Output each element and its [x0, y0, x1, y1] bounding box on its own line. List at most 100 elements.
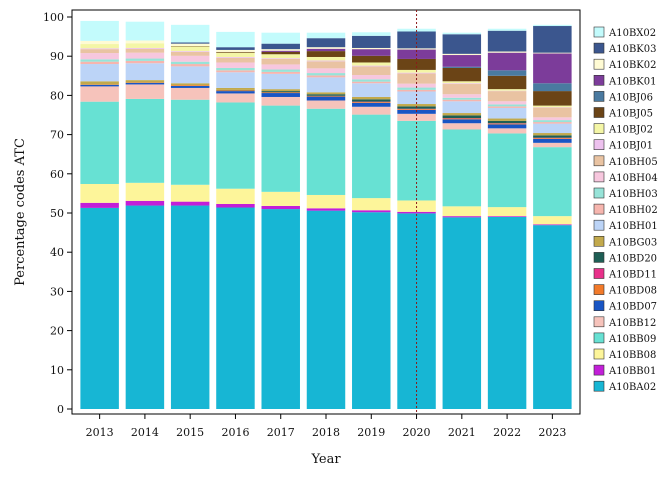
y-tick-label-50: 50	[50, 207, 64, 220]
legend-swatch-a10bx02	[593, 26, 605, 38]
bar-segment-a10bk02-2016	[216, 49, 255, 52]
bar-segment-a10bj01-2014	[125, 47, 165, 49]
x-tick-label-2016: 2016	[221, 426, 249, 439]
legend-swatch-a10bh05	[593, 155, 605, 167]
bar-segment-a10bh02-2021	[442, 99, 482, 102]
bar-segment-a10bk03-2019	[352, 35, 391, 48]
bar-segment-a10bd20-2018	[306, 94, 346, 96]
bar-segment-a10bh04-2023	[533, 117, 572, 121]
bar-segment-a10bg03-2019	[352, 96, 391, 100]
bar-segment-a10bb01-2017	[261, 205, 300, 210]
bar-segment-a10bb12-2020	[397, 113, 436, 121]
bar-segment-a10bk02-2017	[261, 49, 300, 51]
bar-segment-a10bd08-2016	[216, 90, 255, 92]
legend-label-a10bb12: A10BB12	[608, 318, 656, 329]
bar-segment-a10bh01-2017	[261, 73, 300, 90]
bar-segment-a10bh04-2013	[80, 53, 119, 60]
bar-segment-a10bd08-2022	[487, 123, 527, 125]
legend: A10BX02 A10BK03 A10BK02 A10BK01 A10BJ06 A10BJ…	[593, 26, 658, 393]
bar-segment-a10ba02-2021	[442, 217, 482, 409]
bar-segment-a10bh05-2014	[125, 48, 165, 53]
bar-segment-a10bh01-2023	[533, 123, 572, 134]
x-tick-label-2019: 2019	[357, 426, 385, 439]
legend-label-a10bk02: A10BK02	[608, 60, 657, 71]
bar-segment-a10bb09-2021	[442, 129, 482, 207]
bar-segment-a10bh04-2015	[170, 55, 210, 62]
bar-segment-a10bh03-2014	[125, 58, 165, 61]
x-tick-label-2021: 2021	[448, 426, 476, 439]
bar-segment-a10bd20-2017	[261, 91, 300, 93]
bar-segment-a10bh01-2016	[216, 72, 255, 88]
bar-segment-a10bg03-2013	[80, 81, 119, 85]
bar-segment-a10bh01-2021	[442, 101, 482, 114]
bar-segment-a10bb09-2018	[306, 108, 346, 195]
legend-swatch-a10bh01	[593, 219, 605, 231]
bar-segment-a10bb09-2016	[216, 102, 255, 189]
bar-segment-a10bh05-2013	[80, 49, 119, 54]
x-tick-label-2014: 2014	[131, 426, 159, 439]
bar-segment-a10bb09-2020	[397, 120, 436, 201]
bar-segment-a10bj05-2016	[216, 51, 255, 53]
bar-segment-a10bj02-2016	[216, 52, 255, 57]
bar-segment-a10bd07-2023	[533, 138, 572, 143]
bar-segment-a10bb01-2014	[125, 200, 165, 206]
bar-segment-a10bk03-2016	[216, 47, 255, 50]
y-tick-label-100: 100	[43, 11, 64, 24]
bar-segment-a10bh02-2016	[216, 70, 255, 73]
bar-segment-a10bh05-2017	[261, 58, 300, 65]
bar-segment-a10bh03-2015	[170, 61, 210, 65]
legend-label-a10bb08: A10BB08	[608, 350, 656, 361]
bar-segment-a10bj05-2018	[306, 51, 346, 57]
bar-segment-a10bj05-2019	[352, 55, 391, 63]
bar-segment-a10bb12-2014	[125, 84, 165, 99]
legend-swatch-a10bg03	[593, 236, 605, 247]
bar-segment-a10ba02-2017	[261, 209, 300, 409]
bar-segment-a10bb09-2017	[261, 105, 300, 192]
legend-swatch-a10bh04	[593, 171, 605, 183]
legend-label-a10bk03: A10BK03	[608, 44, 657, 55]
bar-segment-a10bd08-2021	[442, 118, 482, 120]
bar-segment-a10bk02-2020	[397, 48, 436, 50]
bar-segment-a10bh02-2015	[170, 64, 210, 67]
bar-segment-a10bh02-2022	[487, 106, 527, 108]
bar-segment-a10bb01-2018	[306, 208, 346, 211]
bar-segment-a10bb01-2021	[442, 216, 482, 218]
bar-segment-a10bh04-2019	[352, 75, 391, 80]
y-axis-title: Percentage codes ATC	[13, 138, 28, 286]
bar-segment-a10bb08-2013	[80, 183, 119, 203]
bar-segment-a10bk01-2021	[442, 55, 482, 67]
bar-segment-a10bd07-2016	[216, 91, 255, 94]
bar-segment-a10bh01-2015	[170, 66, 210, 84]
bar-segment-a10bd07-2019	[352, 102, 391, 107]
bar-segment-a10bb08-2019	[352, 198, 391, 211]
x-tick-label-2023: 2023	[538, 426, 566, 439]
legend-swatch-a10bb08	[593, 348, 605, 360]
legend-label-a10bx02: A10BX02	[608, 28, 656, 39]
bar-segment-a10bh05-2023	[533, 107, 572, 118]
bar-segment-a10bb08-2022	[487, 207, 527, 217]
bar-segment-a10bb09-2019	[352, 114, 391, 199]
bar-segment-a10bj01-2013	[80, 48, 119, 50]
legend-label-a10bj06: A10BJ06	[608, 92, 653, 103]
bar-segment-a10bx02-2018	[306, 32, 346, 39]
bar-segment-a10bd07-2014	[125, 82, 165, 85]
bar-segment-a10bg03-2020	[397, 104, 436, 107]
bar-segment-a10bh05-2018	[306, 61, 346, 69]
bar-segment-a10bb08-2017	[261, 191, 300, 206]
bar-segment-a10bk01-2017	[261, 50, 300, 52]
x-tick-label-2022: 2022	[493, 426, 521, 439]
bars-group	[80, 20, 572, 409]
bar-segment-a10bk03-2017	[261, 43, 300, 50]
legend-label-a10bh04: A10BH04	[608, 173, 658, 184]
bar-segment-a10bj02-2022	[487, 89, 527, 91]
bar-segment-a10bj05-2020	[397, 58, 436, 70]
bar-segment-a10bh05-2016	[216, 57, 255, 63]
bar-segment-a10bg03-2018	[306, 92, 346, 95]
bar-segment-a10bj06-2022	[487, 70, 527, 76]
bar-segment-a10bb08-2016	[216, 188, 255, 204]
bar-segment-a10bb01-2013	[80, 202, 119, 208]
bar-segment-a10bh04-2017	[261, 64, 300, 70]
bar-segment-a10bd07-2013	[80, 84, 119, 87]
bar-segment-a10bj02-2017	[261, 54, 300, 59]
y-tick-label-20: 20	[50, 325, 64, 338]
